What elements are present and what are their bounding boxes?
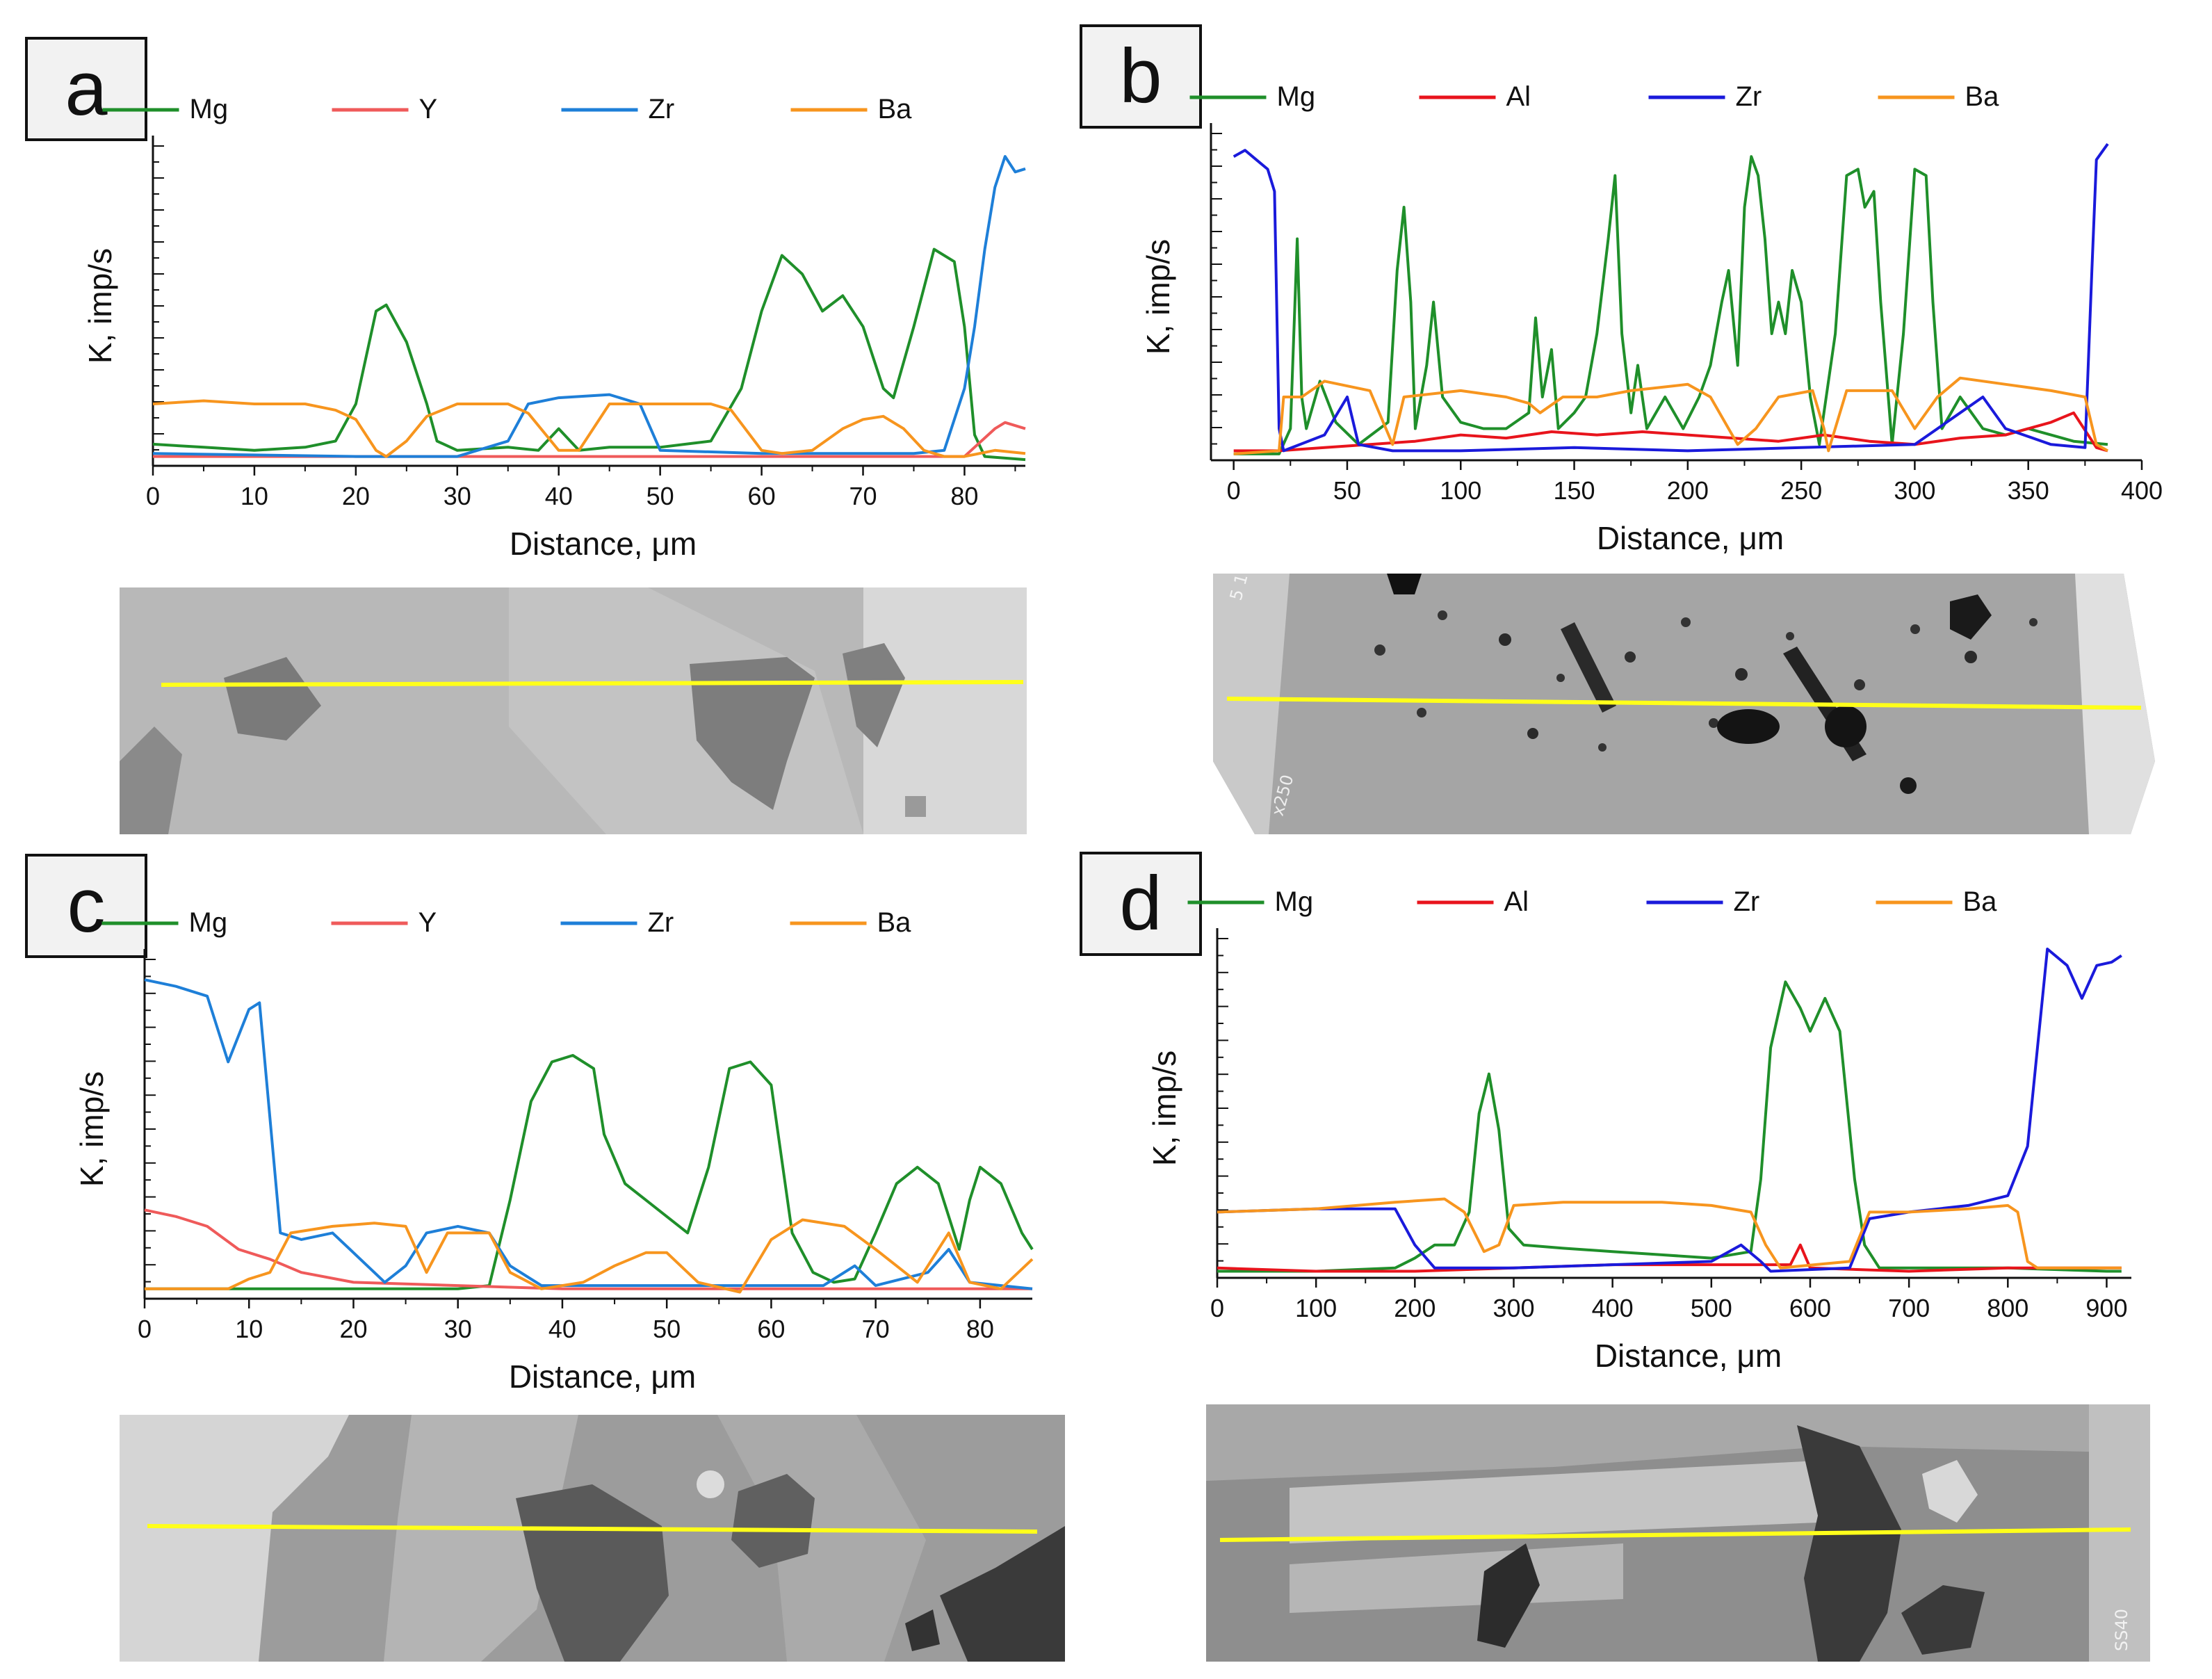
x-tick-label-d: 600 xyxy=(1789,1294,1831,1322)
x-tick-label-d: 700 xyxy=(1888,1294,1930,1322)
scan-line-a xyxy=(161,680,1024,687)
x-tick-label-d: 500 xyxy=(1691,1294,1732,1322)
legend-label-ba-c: Ba xyxy=(877,907,912,938)
legend-label-al-d: Al xyxy=(1504,886,1529,917)
x-tick-label-d: 800 xyxy=(1987,1294,2028,1322)
series-line-zr-c xyxy=(144,978,1033,1290)
x-tick-label-c: 0 xyxy=(138,1315,152,1343)
series-line-ba-a xyxy=(152,399,1026,458)
x-tick-label-c: 70 xyxy=(862,1315,890,1343)
legend-label-mg-c: Mg xyxy=(189,907,228,938)
series-line-zr-b xyxy=(1233,143,2109,453)
legend-label-ba-a: Ba xyxy=(878,94,913,124)
panel-label-a: a xyxy=(25,37,147,141)
series-line-zr-a xyxy=(152,155,1026,458)
series-line-al-d xyxy=(1217,1243,2122,1273)
series-line-mg-c xyxy=(145,1054,1034,1290)
sem-image-b: 5 10 x250 xyxy=(1213,574,2155,834)
x-tick-label-d: 900 xyxy=(2085,1294,2127,1322)
sem-image-d: SS40 xyxy=(1206,1404,2150,1662)
legend-label-mg-d: Mg xyxy=(1275,886,1314,917)
legend-label-zr-b: Zr xyxy=(1736,81,1762,112)
series-line-ba-b xyxy=(1233,376,2108,455)
y-axis-title-d: K, imp/s xyxy=(1146,1051,1182,1166)
series-line-mg-a xyxy=(152,248,1026,462)
x-tick-label-d: 200 xyxy=(1394,1294,1436,1322)
legend-label-ba-d: Ba xyxy=(1963,886,1998,917)
series-line-y-c xyxy=(144,1208,1032,1290)
chart-b: 0 50 100 150 200 250 300 350 400 Distance, μm K, i… xyxy=(1140,81,2163,556)
panel-label-d: d xyxy=(1080,852,1202,956)
x-tick-label-c: 50 xyxy=(653,1315,681,1343)
panel-label-c: c xyxy=(25,854,147,958)
chart-a: 0 10 20 30 40 50 60 70 80 Distance, μm K, imp/s Mg Y… xyxy=(82,94,1026,562)
x-tick-label-a: 80 xyxy=(950,482,978,510)
x-tick-label-d: 100 xyxy=(1295,1294,1337,1322)
series-line-ba-c xyxy=(145,1218,1034,1294)
x-tick-label-a: 10 xyxy=(241,482,268,510)
x-tick-label-c: 30 xyxy=(444,1315,472,1343)
series-line-zr-d xyxy=(1217,948,2122,1273)
x-tick-label-b: 150 xyxy=(1553,476,1595,505)
x-tick-label-a: 30 xyxy=(444,482,471,510)
sem-image-a xyxy=(120,587,1027,834)
x-tick-label-b: 300 xyxy=(1894,476,1935,505)
x-axis-title-a: Distance, μm xyxy=(510,526,697,562)
series-line-mg-d xyxy=(1217,980,2122,1273)
y-axis-title-c: K, imp/s xyxy=(74,1071,110,1187)
legend-label-mg-b: Mg xyxy=(1277,81,1316,112)
legend-label-zr-d: Zr xyxy=(1734,886,1760,917)
x-tick-label-b: 200 xyxy=(1667,476,1709,505)
x-tick-label-a: 40 xyxy=(545,482,573,510)
x-tick-label-a: 50 xyxy=(646,482,674,510)
x-tick-label-a: 0 xyxy=(146,482,160,510)
series-line-mg-b xyxy=(1233,155,2108,455)
series-line-y-a xyxy=(153,421,1026,458)
series-line-ba-d xyxy=(1217,1197,2122,1270)
legend-label-ba-b: Ba xyxy=(1965,81,2000,112)
x-axis-title-c: Distance, μm xyxy=(509,1358,696,1395)
x-tick-label-c: 20 xyxy=(339,1315,367,1343)
x-tick-label-c: 40 xyxy=(548,1315,576,1343)
y-axis-title-a: K, imp/s xyxy=(82,248,118,364)
x-tick-label-b: 250 xyxy=(1780,476,1822,505)
x-tick-label-d: 300 xyxy=(1493,1294,1534,1322)
x-tick-label-a: 60 xyxy=(748,482,776,510)
legend-label-y-a: Y xyxy=(419,94,438,124)
x-tick-label-c: 80 xyxy=(966,1315,994,1343)
x-tick-label-b: 0 xyxy=(1227,476,1241,505)
x-tick-label-a: 20 xyxy=(342,482,370,510)
legend-label-zr-c: Zr xyxy=(648,907,674,938)
x-axis-title-d: Distance, μm xyxy=(1595,1338,1782,1374)
legend-label-al-b: Al xyxy=(1506,81,1531,112)
x-tick-label-b: 50 xyxy=(1333,476,1361,505)
x-tick-label-c: 60 xyxy=(757,1315,785,1343)
scan-line-d xyxy=(1219,1527,2131,1542)
legend-label-zr-a: Zr xyxy=(649,94,675,124)
panel-label-b: b xyxy=(1080,24,1202,129)
x-tick-label-b: 350 xyxy=(2008,476,2049,505)
sem-text-d: SS40 xyxy=(2112,1609,2131,1651)
x-axis-title-b: Distance, μm xyxy=(1597,520,1784,556)
y-axis-title-b: K, imp/s xyxy=(1140,239,1176,355)
x-tick-label-c: 10 xyxy=(235,1315,263,1343)
legend-label-y-c: Y xyxy=(418,907,437,938)
legend-label-mg-a: Mg xyxy=(190,94,229,124)
x-tick-label-d: 0 xyxy=(1210,1294,1224,1322)
chart-d: 0 100 200 300 400 500 600 700 800 900 Distance, μm… xyxy=(1146,886,2131,1374)
x-tick-label-a: 70 xyxy=(849,482,877,510)
x-tick-label-b: 400 xyxy=(2121,476,2163,505)
scan-line-b xyxy=(1226,697,2142,710)
scan-line-c xyxy=(147,1524,1038,1534)
sem-image-c xyxy=(120,1415,1065,1662)
x-tick-label-b: 100 xyxy=(1440,476,1481,505)
chart-c: 0 10 20 30 40 50 60 70 80 Distance, μm K, imp/s Mg Y… xyxy=(74,907,1034,1395)
x-tick-label-d: 400 xyxy=(1592,1294,1634,1322)
